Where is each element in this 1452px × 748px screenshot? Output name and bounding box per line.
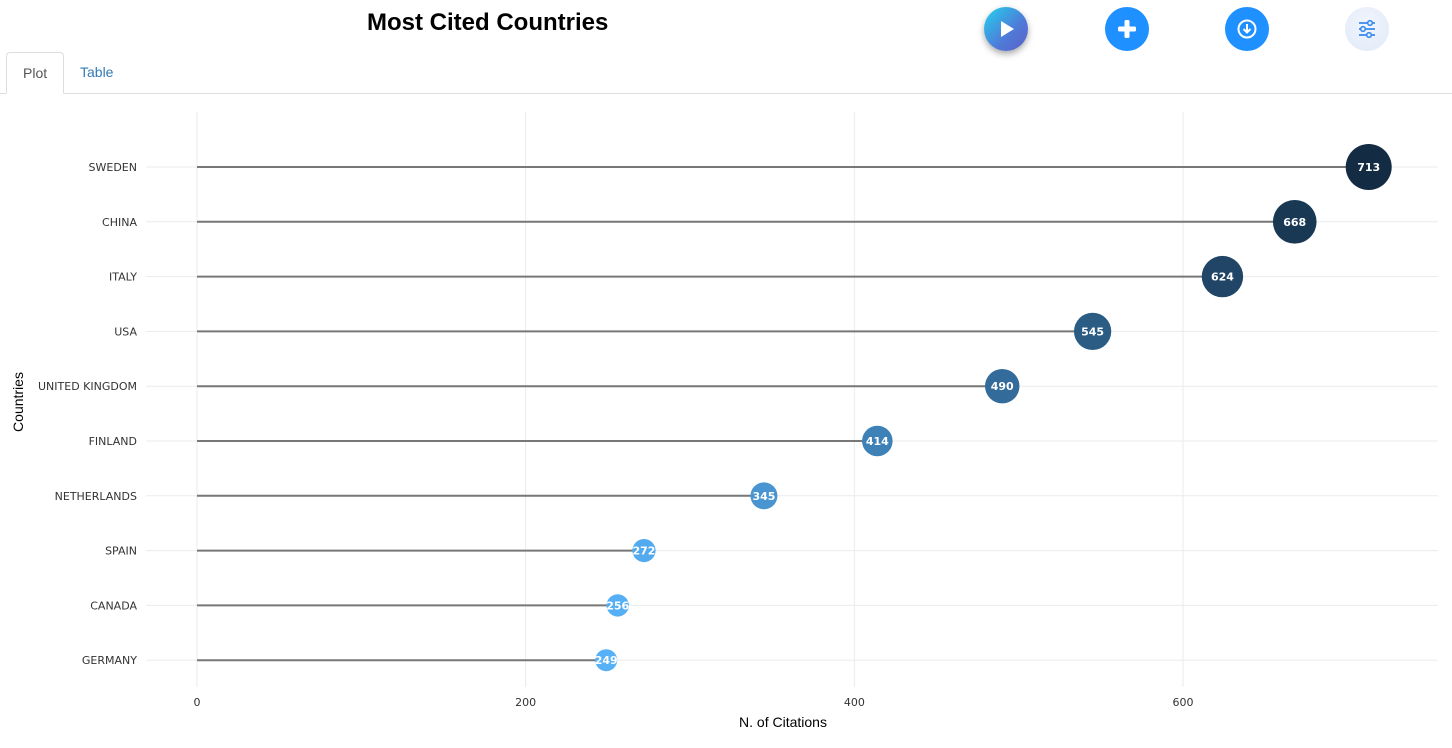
add-button[interactable] xyxy=(1105,7,1149,51)
grid xyxy=(146,112,1438,687)
sliders-icon xyxy=(1359,19,1375,39)
data-label: 624 xyxy=(1211,271,1234,284)
data-point[interactable] xyxy=(1201,255,1244,298)
x-tick-label: 0 xyxy=(194,696,201,709)
data-label: 414 xyxy=(866,435,889,448)
data-label: 345 xyxy=(752,490,775,503)
settings-button[interactable] xyxy=(1345,7,1389,51)
data-label: 256 xyxy=(606,599,629,612)
data-point[interactable] xyxy=(595,649,618,672)
data-point[interactable] xyxy=(862,425,893,457)
x-tick-label: 600 xyxy=(1173,696,1194,709)
y-tick-label: SPAIN xyxy=(105,545,137,558)
x-tick-label: 200 xyxy=(515,696,536,709)
y-tick-label: SWEDEN xyxy=(89,161,137,174)
tab-plot[interactable]: Plot xyxy=(6,52,64,94)
y-tick-label: UNITED KINGDOM xyxy=(38,380,137,393)
y-tick-label: CHINA xyxy=(102,216,137,229)
download-button[interactable] xyxy=(1225,7,1269,51)
data-label: 272 xyxy=(633,545,656,558)
x-axis-title: N. of Citations xyxy=(739,714,827,730)
play-button[interactable] xyxy=(984,7,1028,51)
y-axis-title: Countries xyxy=(10,372,26,432)
y-tick-label: ITALY xyxy=(109,271,137,284)
data-point[interactable] xyxy=(1073,312,1112,351)
tick-labels: 0 200 400 600 SWEDEN CHINA ITALY USA UNITED KING… xyxy=(38,161,1194,709)
chart-title: Most Cited Countries xyxy=(367,9,609,36)
stems xyxy=(197,166,1369,662)
plus-icon xyxy=(1118,20,1136,38)
y-tick-label: USA xyxy=(114,325,137,338)
y-tick-label: CANADA xyxy=(90,599,137,612)
data-label: 490 xyxy=(991,380,1014,393)
data-label: 668 xyxy=(1283,216,1306,229)
data-point[interactable] xyxy=(632,539,656,563)
x-tick-label: 400 xyxy=(844,696,865,709)
points[interactable]: 713 668 624 545 490 414 345 272 256 249 xyxy=(595,144,1392,672)
y-tick-label: FINLAND xyxy=(89,435,137,448)
tab-table[interactable]: Table xyxy=(80,64,114,80)
data-point[interactable] xyxy=(985,368,1020,404)
data-label: 545 xyxy=(1081,325,1104,338)
data-point[interactable] xyxy=(606,594,629,617)
y-tick-label: NETHERLANDS xyxy=(55,490,137,503)
download-icon xyxy=(1237,19,1257,39)
data-point[interactable] xyxy=(1272,199,1317,244)
data-point[interactable] xyxy=(750,482,778,510)
y-tick-label: GERMANY xyxy=(82,654,137,667)
tab-bar: Plot Table xyxy=(0,52,1452,94)
data-label: 713 xyxy=(1357,161,1380,174)
data-point[interactable] xyxy=(1345,144,1392,190)
data-label: 249 xyxy=(595,654,618,667)
play-icon xyxy=(1001,21,1014,37)
